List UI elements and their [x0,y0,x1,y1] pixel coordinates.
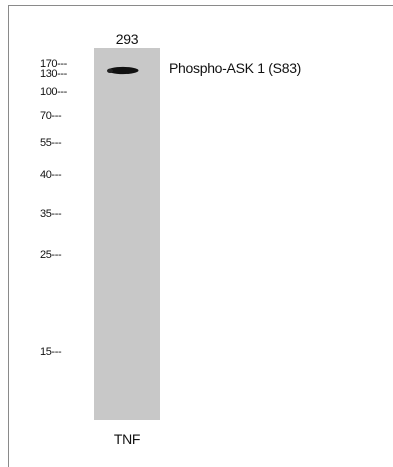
marker-label: 40--- [40,169,62,181]
lane-header: 293 [115,31,139,47]
marker-label: 130--- [40,68,67,80]
marker-label: 35--- [40,208,62,220]
blot-lane [94,48,160,420]
frame-top-border [8,5,393,6]
marker-label: 170--- [40,58,67,70]
marker-label: 15--- [40,346,62,358]
marker-label: 25--- [40,249,62,261]
marker-label: 100--- [40,86,67,98]
marker-label: 70--- [40,110,62,122]
marker-label: 55--- [40,137,62,149]
target-protein-label: Phospho-ASK 1 (S83) [169,60,302,76]
protein-band [107,66,139,75]
treatment-label: TNF [113,431,141,447]
frame-left-border [8,5,9,467]
